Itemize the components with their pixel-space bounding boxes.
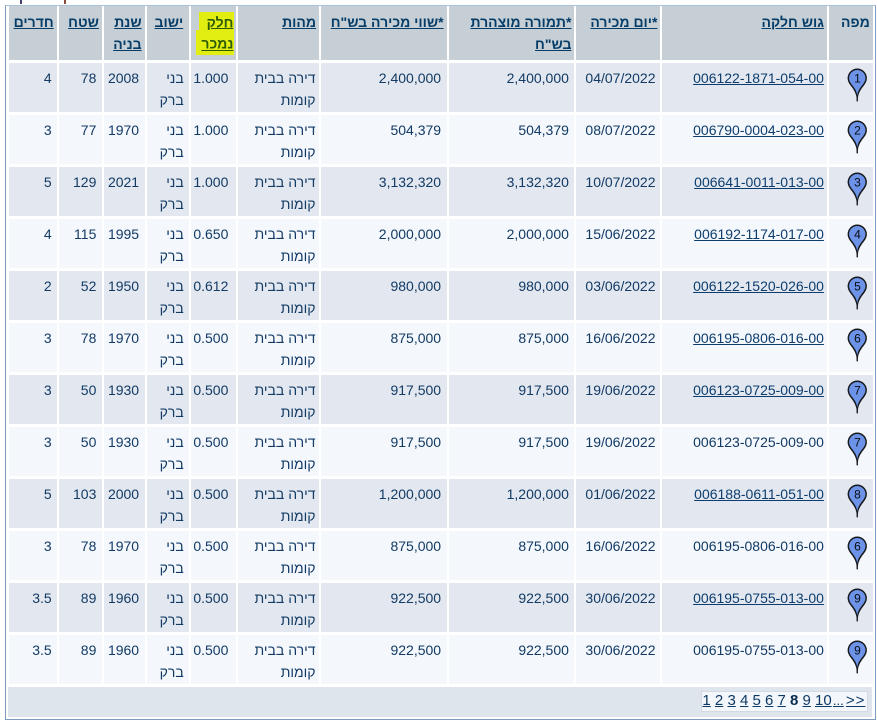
svg-text:6: 6	[854, 332, 861, 346]
svg-text:1: 1	[854, 72, 861, 86]
svg-text:7: 7	[854, 436, 861, 450]
svg-text:9: 9	[854, 644, 861, 658]
svg-text:4: 4	[854, 228, 861, 242]
svg-text:5: 5	[854, 280, 861, 294]
svg-text:3: 3	[854, 176, 861, 190]
svg-text:2: 2	[854, 124, 861, 138]
svg-text:7: 7	[854, 384, 861, 398]
svg-text:6: 6	[854, 540, 861, 554]
svg-text:9: 9	[854, 592, 861, 606]
svg-text:8: 8	[854, 488, 861, 502]
